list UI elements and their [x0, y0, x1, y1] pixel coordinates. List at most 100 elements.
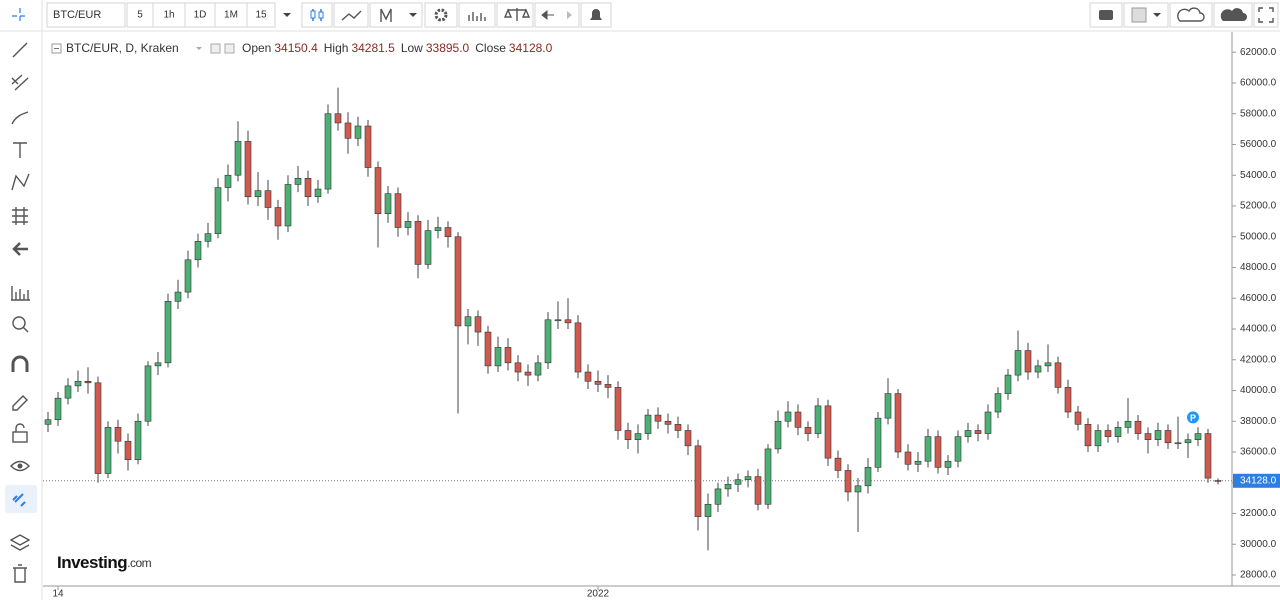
candle-body — [104, 427, 112, 474]
y-tick-label: 36000.0 — [1240, 447, 1277, 458]
candle-body — [54, 397, 62, 421]
interval-button[interactable] — [152, 2, 186, 28]
magnet-tool[interactable] — [11, 355, 29, 372]
scale-icon — [503, 8, 531, 21]
fib-tool[interactable] — [11, 74, 29, 91]
candle-body — [784, 411, 792, 422]
candle-body — [134, 420, 142, 460]
candle-body — [534, 362, 542, 376]
candle-body — [794, 411, 802, 428]
interval-label[interactable]: 1D — [194, 10, 207, 21]
logo-suffix: .com — [127, 556, 152, 570]
text-tool[interactable] — [13, 142, 27, 158]
crosshair-tool[interactable] — [12, 8, 28, 24]
delete-tool[interactable] — [13, 564, 27, 583]
sync-tool[interactable] — [12, 493, 26, 507]
pattern-tool[interactable] — [11, 173, 30, 191]
dropdown — [196, 47, 202, 50]
symbol-box[interactable] — [46, 2, 126, 28]
candle-body — [484, 331, 492, 367]
drawing-tools — [5, 8, 37, 583]
candle-body — [1114, 427, 1122, 437]
interval-button[interactable] — [184, 2, 216, 28]
interval-label[interactable]: 1h — [163, 10, 174, 21]
candle-body — [174, 291, 182, 302]
candle-body — [84, 380, 92, 384]
marker-text: P — [1190, 413, 1196, 423]
candle-body — [674, 424, 682, 431]
scale-button[interactable] — [496, 2, 534, 28]
candle-body — [1174, 442, 1182, 445]
x-tick-label: 2022 — [587, 589, 610, 600]
collapse-box[interactable] — [51, 43, 62, 54]
interval-label[interactable]: 1M — [224, 10, 238, 21]
trendline-tool[interactable] — [12, 42, 28, 58]
candle-body — [684, 430, 692, 447]
candle-body — [1064, 387, 1072, 413]
candle-body — [1214, 480, 1222, 482]
ohlc-label: Low — [401, 41, 423, 55]
candle-body — [594, 380, 602, 385]
ohlc-label: High — [324, 41, 349, 55]
logo: Investing.com — [57, 553, 152, 572]
candle-body — [144, 365, 152, 422]
candle-body — [404, 221, 412, 228]
candle-body — [1134, 420, 1142, 434]
candle-body — [74, 380, 82, 387]
legend-icon — [224, 43, 235, 54]
candle-body — [414, 221, 422, 265]
candle-body — [374, 167, 382, 214]
candle-body — [564, 319, 572, 324]
y-tick-label: 62000.0 — [1240, 47, 1277, 58]
prediction-tool[interactable] — [12, 207, 28, 225]
candle-body — [1044, 362, 1052, 367]
candle-body — [774, 420, 782, 450]
symbol[interactable]: BTC/EUR — [53, 9, 101, 21]
candle-body — [244, 141, 252, 198]
candle-body — [444, 227, 452, 238]
compare-button[interactable] — [458, 2, 496, 28]
layers-tool[interactable] — [9, 534, 31, 551]
candle-body — [1204, 433, 1212, 479]
candle-body — [464, 316, 472, 327]
y-tick-label: 40000.0 — [1240, 385, 1277, 396]
candle-body — [554, 319, 562, 322]
candle-body — [614, 387, 622, 431]
candle-body — [284, 184, 292, 227]
candle-body — [1154, 430, 1162, 440]
indicator-tool[interactable] — [11, 286, 30, 301]
y-tick-label: 28000.0 — [1240, 570, 1277, 581]
visibility-tool[interactable] — [10, 460, 30, 472]
candle-body — [704, 503, 712, 517]
settings-button[interactable] — [424, 2, 458, 28]
load-button[interactable] — [1169, 2, 1213, 28]
interval-label[interactable]: 5 — [137, 10, 143, 21]
dropdown — [283, 13, 291, 17]
visibility-pupil — [17, 463, 23, 469]
candle-body — [94, 382, 102, 474]
fullscreen-button[interactable] — [1253, 2, 1279, 28]
interval-button[interactable] — [126, 2, 154, 28]
candle-body — [894, 393, 902, 453]
zoom-tool[interactable] — [12, 316, 26, 330]
lock-tool[interactable] — [12, 431, 28, 443]
brush-tool[interactable] — [11, 111, 29, 125]
candle-body — [214, 187, 222, 234]
candle-body — [504, 347, 512, 364]
last-price-label: 34128.0 — [1240, 475, 1277, 486]
interval-label[interactable]: 15 — [255, 10, 267, 21]
candle-type-button[interactable] — [301, 2, 333, 28]
interval-button[interactable] — [246, 2, 276, 28]
ohlc-value: 33895.0 — [426, 41, 470, 55]
back-tool[interactable] — [12, 242, 28, 256]
candle-body — [764, 448, 772, 505]
lock-draw-tool[interactable] — [12, 395, 28, 411]
last-price-box — [1233, 473, 1280, 488]
ohlc-value: 34128.0 — [509, 41, 553, 55]
candle-body — [1014, 350, 1022, 376]
compare-icon — [468, 12, 486, 21]
candle-icon-body — [318, 11, 324, 19]
y-tick-label: 30000.0 — [1240, 539, 1277, 550]
candle-body — [454, 236, 462, 327]
candle-body — [184, 259, 192, 293]
